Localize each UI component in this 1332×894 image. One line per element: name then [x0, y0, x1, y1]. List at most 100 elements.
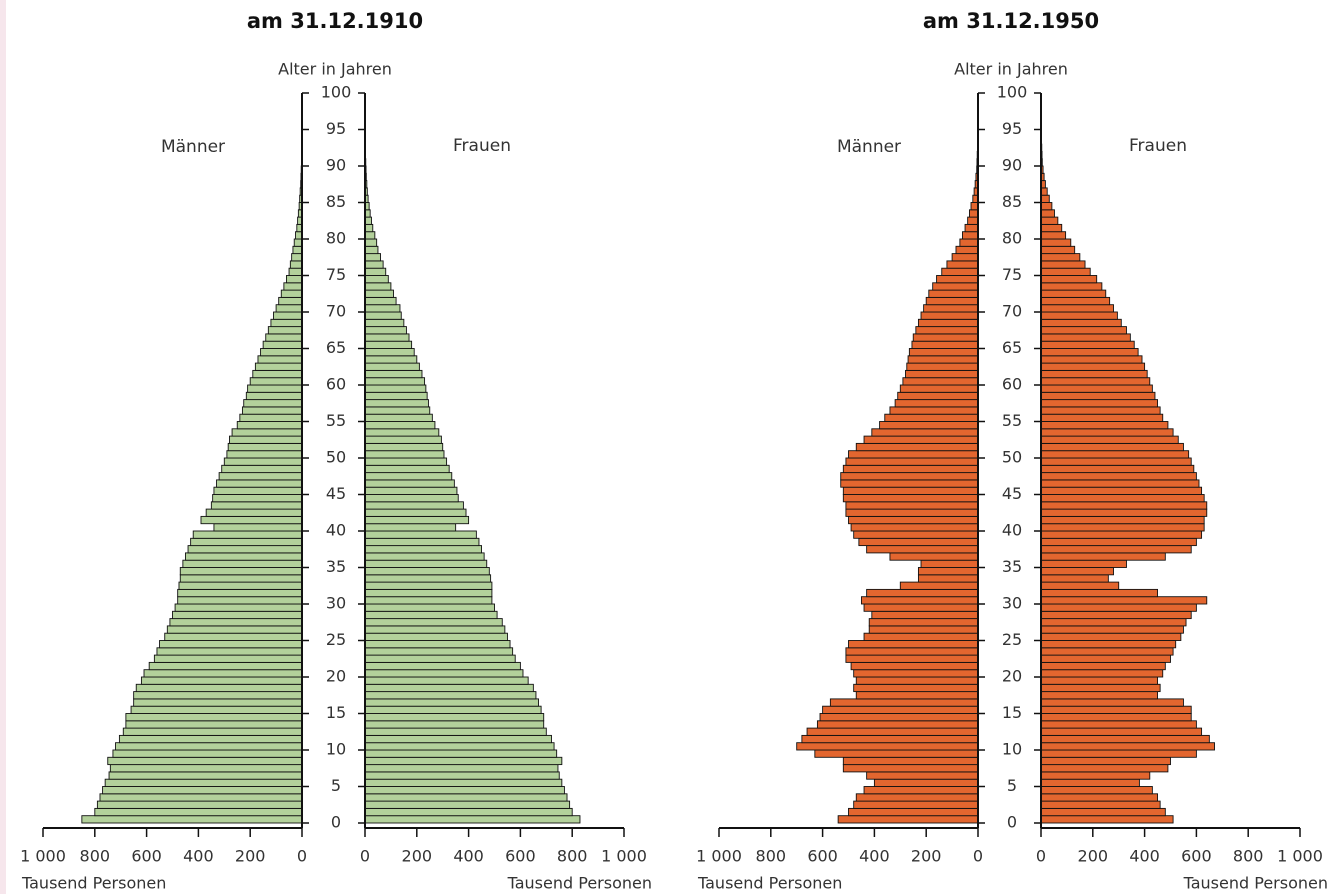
- bar: [897, 391, 979, 401]
- bar: [239, 413, 303, 422]
- bar: [1040, 413, 1164, 422]
- bar: [364, 450, 445, 459]
- bar: [928, 289, 979, 298]
- bar: [842, 756, 979, 766]
- bar: [1040, 574, 1109, 583]
- bar: [850, 661, 979, 671]
- bar: [205, 508, 303, 517]
- x-tick-label: 400: [859, 847, 890, 866]
- bar: [94, 807, 303, 817]
- chart-title: am 31.12.1950: [923, 9, 1099, 33]
- bar: [107, 756, 303, 766]
- y-tick-label: 65: [326, 338, 346, 357]
- bar: [1040, 530, 1203, 539]
- bar: [364, 318, 405, 328]
- bar: [899, 384, 979, 393]
- bar: [868, 618, 979, 627]
- bar: [908, 348, 979, 357]
- bar: [364, 413, 433, 422]
- bar: [364, 537, 480, 547]
- bar: [967, 216, 979, 225]
- bar: [855, 691, 979, 700]
- bar: [1040, 231, 1067, 240]
- bar: [81, 815, 303, 824]
- bar: [221, 464, 303, 474]
- bar: [122, 727, 303, 736]
- bar: [364, 603, 495, 612]
- y-tick-label: 40: [1002, 521, 1022, 540]
- bar: [855, 793, 979, 802]
- bar: [1040, 552, 1166, 561]
- bar: [850, 523, 979, 532]
- bar: [364, 793, 568, 802]
- bar: [364, 282, 392, 291]
- bar: [364, 552, 485, 561]
- bar: [1040, 333, 1131, 342]
- bar: [118, 734, 303, 744]
- bar: [1040, 683, 1161, 693]
- bar: [252, 369, 303, 379]
- bar: [179, 567, 303, 576]
- bar: [364, 231, 376, 240]
- y-tick-label: 10: [326, 740, 346, 759]
- bar: [1040, 647, 1174, 656]
- y-tick-label: 0: [1007, 813, 1017, 832]
- x-tick-label: 800: [80, 847, 111, 866]
- bar: [1040, 756, 1171, 766]
- bar: [1040, 771, 1151, 780]
- bar: [842, 486, 979, 495]
- bar: [1040, 391, 1156, 401]
- bar: [159, 640, 303, 649]
- bar: [364, 501, 464, 510]
- bar: [1040, 289, 1107, 298]
- bar: [1040, 778, 1140, 787]
- bar: [1040, 691, 1159, 700]
- bar: [174, 603, 303, 612]
- bar: [853, 530, 979, 539]
- bar: [102, 786, 303, 795]
- bar: [905, 369, 979, 379]
- bar: [1040, 559, 1127, 568]
- bar: [288, 267, 303, 276]
- bar: [364, 669, 524, 678]
- bar: [364, 581, 493, 590]
- bar: [906, 362, 979, 371]
- bar: [1040, 355, 1143, 364]
- bar: [364, 734, 552, 744]
- chart-title: am 31.12.1910: [247, 9, 423, 33]
- bar: [1040, 457, 1192, 466]
- bar: [247, 384, 303, 393]
- y-tick-label: 30: [326, 594, 346, 613]
- bar: [917, 567, 979, 576]
- bar: [125, 713, 303, 722]
- bar: [1040, 223, 1063, 233]
- bar: [866, 771, 979, 780]
- y-tick-label: 15: [1002, 703, 1022, 722]
- y-tick-label: 95: [326, 119, 346, 138]
- bar: [1040, 610, 1192, 620]
- bar: [884, 413, 979, 422]
- bar: [364, 406, 431, 415]
- bar: [364, 756, 563, 766]
- bar: [245, 391, 303, 401]
- bar: [920, 311, 979, 320]
- bar: [213, 486, 303, 495]
- bar: [1040, 369, 1148, 379]
- bar: [829, 698, 979, 707]
- bar: [364, 625, 506, 634]
- bar: [1040, 501, 1208, 510]
- bar: [364, 362, 420, 371]
- y-tick-label: 0: [331, 813, 341, 832]
- y-tick-label: 75: [1002, 265, 1022, 284]
- x-axis-label: Tausend Personen: [1183, 874, 1328, 893]
- bar: [1040, 764, 1169, 773]
- x-tick-label: 200: [235, 847, 266, 866]
- bar: [848, 450, 979, 459]
- bar: [364, 494, 459, 503]
- bar: [845, 501, 979, 510]
- bar: [970, 202, 979, 211]
- bar: [1040, 486, 1203, 495]
- bar: [192, 530, 303, 539]
- bar: [861, 596, 979, 605]
